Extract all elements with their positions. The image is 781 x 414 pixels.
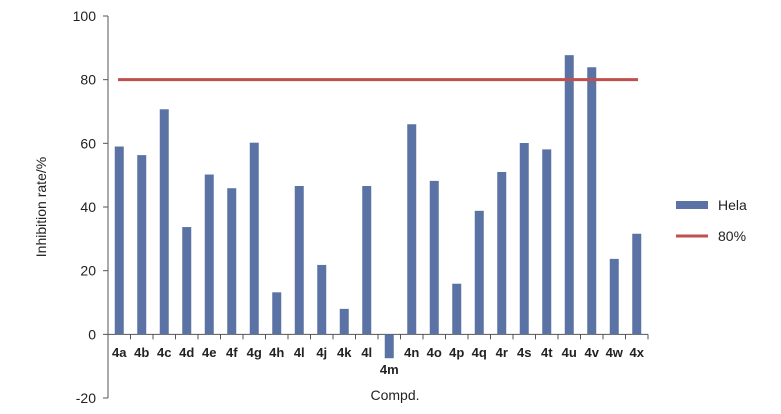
y-tick-label: 80 [80,72,96,88]
category-label: 4j [316,345,327,360]
bar-4w [609,258,619,335]
category-label: 4s [517,345,531,360]
bar-4u [564,55,574,335]
y-axis-title: Inhibition rate/% [33,157,49,257]
bar-4l [362,185,372,335]
y-tick-label: 40 [80,199,96,215]
x-axis [107,333,649,340]
category-label: 4q [472,345,487,360]
bar-4r [497,171,507,335]
category-label: 4e [202,345,216,360]
bar-4o [429,180,439,335]
category-label: 4f [226,345,238,360]
category-label: 4p [449,345,464,360]
category-label: 4w [606,345,624,360]
category-label: 4b [134,345,149,360]
category-label: 4l [294,345,305,360]
y-tick-label: 20 [80,263,96,279]
x-axis-title: Compd. [370,387,419,403]
bar-4a [114,146,124,335]
bar-4n [407,124,417,335]
bar-4b [137,155,147,335]
legend: Hela 80% [676,197,747,244]
bar-4f [227,188,237,335]
bar-4q [474,210,484,335]
bar-4l [294,185,304,335]
category-label: 4o [427,345,442,360]
y-axis: -20 0 20 40 60 80 100 [73,8,109,406]
bar-4g [249,142,259,335]
bar-4c [159,109,169,335]
bars [114,55,642,359]
category-label: 4d [179,345,194,360]
category-label: 4g [247,345,262,360]
bar-4e [204,174,214,335]
category-label: 4u [562,345,577,360]
bar-4j [317,264,327,335]
y-tick-label: 0 [88,326,96,342]
bar-4p [452,283,462,335]
category-label: 4x [630,345,645,360]
category-label: 4a [112,345,127,360]
bar-4v [587,67,597,335]
legend-label-hela: Hela [718,197,747,213]
bar-4h [272,292,282,335]
bar-4t [542,149,552,335]
category-label: 4n [404,345,419,360]
category-label: 4k [337,345,352,360]
bar-4m [384,334,394,359]
legend-swatch-hela [676,201,708,209]
category-label: 4r [496,345,508,360]
bar-4s [519,143,529,335]
category-label: 4v [585,345,600,360]
bar-4d [182,227,192,335]
category-label: 4l [361,345,372,360]
category-labels: 4a 4b 4c 4d 4e 4f 4g 4h 4l 4j 4k 4l 4m 4n 4o 4p 4q 4r 4s 4t… [112,345,645,377]
bar-4k [339,308,349,335]
category-label: 4h [269,345,284,360]
legend-label-80: 80% [718,228,746,244]
category-label: 4c [157,345,171,360]
bar-4x [632,233,642,335]
y-tick-label: -20 [76,390,96,406]
category-label: 4m [380,362,399,377]
y-tick-label: 100 [73,8,97,24]
category-label: 4t [541,345,553,360]
y-tick-label: 60 [80,135,96,151]
